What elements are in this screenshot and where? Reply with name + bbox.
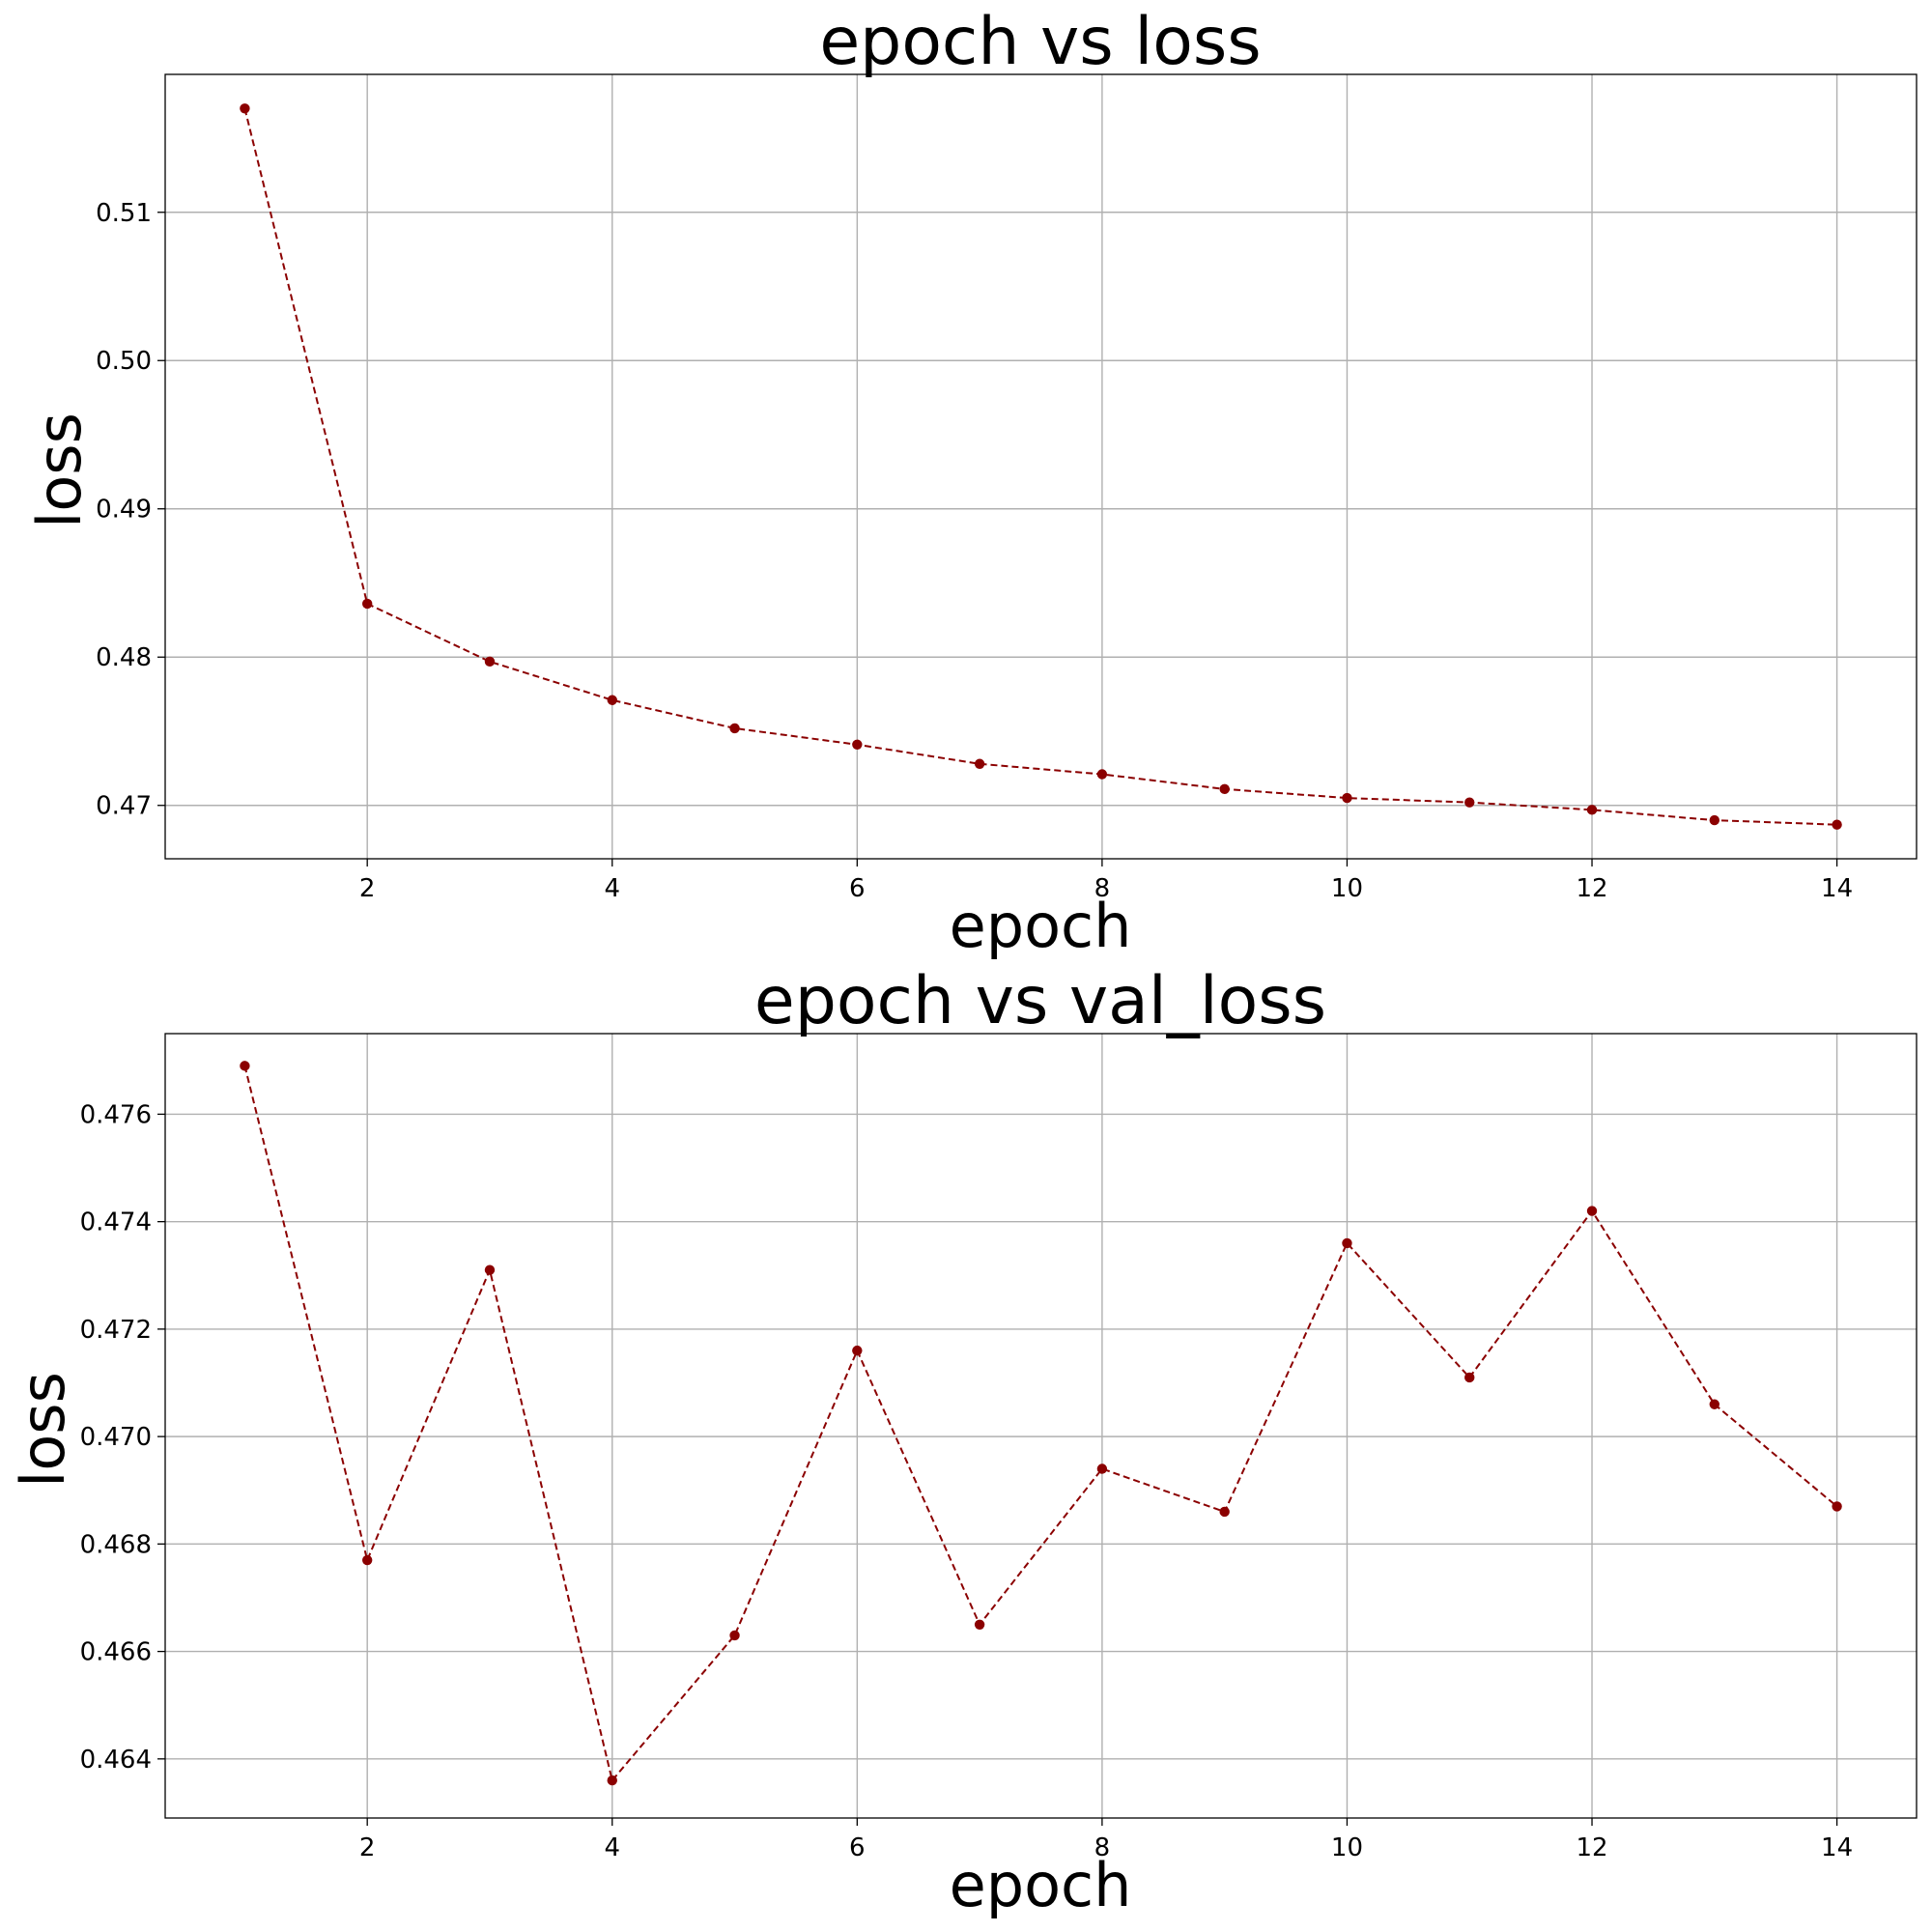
y-tick-label: 0.476 [80,1100,152,1129]
x-axis-label: epoch [950,891,1132,961]
data-point [974,1619,985,1630]
data-point [240,103,250,114]
x-tick-label: 10 [1331,874,1363,903]
data-point [1709,814,1720,826]
series-group [240,1061,1842,1786]
y-tick-label: 0.49 [96,496,152,525]
x-tick-label: 12 [1576,874,1607,903]
y-axis-label: loss [8,1372,78,1488]
y-tick-label: 0.47 [96,792,152,821]
x-tick-label: 14 [1821,1833,1853,1862]
series-line [243,108,1837,826]
x-axis-label: epoch [950,1850,1132,1920]
data-point [1096,1463,1108,1474]
grid [165,1034,1917,1818]
plot-frame [164,1033,1918,1819]
y-tick-label: 0.48 [96,643,152,672]
x-tick-label: 2 [359,1833,376,1862]
x-tick-label: 8 [1094,874,1111,903]
chart-title: epoch vs loss [819,4,1261,80]
data-point [484,656,496,668]
y-tick-label: 0.472 [80,1316,152,1345]
x-tick-label: 2 [359,874,376,903]
x-tick-label: 6 [849,874,866,903]
data-point [1709,1399,1720,1409]
ticks: 2 4 6 8 10 12 14 0.464 0.466 0.468 0.470 0.472 0.474… [80,1100,1854,1862]
data-point [607,1775,617,1786]
data-point [1219,783,1230,795]
data-point [1586,1206,1598,1216]
ticks: 2 4 6 8 10 12 14 0.47 0.48 0.49 0.50 0.51 [96,199,1853,903]
data-point [1464,1372,1475,1383]
y-tick-label: 0.474 [80,1208,152,1237]
data-point [240,1061,250,1071]
grid [165,74,1917,859]
series-line [243,1065,1838,1783]
data-point [974,758,985,769]
y-tick-label: 0.466 [80,1638,152,1667]
data-point [729,1630,740,1641]
data-point [1342,792,1352,804]
x-tick-label: 8 [1094,1833,1111,1862]
data-point [361,1554,373,1566]
y-tick-label: 0.470 [80,1423,152,1452]
x-tick-label: 4 [604,1833,620,1862]
series-group [240,103,1842,830]
y-axis-label: loss [24,412,95,528]
data-point [484,1264,496,1275]
data-point [1096,769,1108,780]
plot-frame [164,73,1918,860]
x-tick-label: 10 [1331,1833,1363,1862]
data-point [1342,1237,1352,1249]
data-point [1219,1506,1230,1518]
data-point [361,598,373,610]
data-point [1464,797,1475,808]
loss-chart: epoch vs loss 2 4 6 8 10 12 14 0.47 0.48 0.49 0.50… [24,4,1918,961]
x-tick-label: 12 [1576,1833,1607,1862]
x-tick-label: 14 [1821,874,1853,903]
y-tick-label: 0.464 [80,1746,152,1775]
y-tick-label: 0.468 [80,1530,152,1559]
x-tick-label: 4 [604,874,620,903]
data-point [852,1345,863,1356]
data-point [607,695,617,705]
y-tick-label: 0.50 [96,347,152,376]
chart-title: epoch vs val_loss [754,963,1326,1039]
x-tick-label: 6 [849,1833,866,1862]
y-tick-label: 0.51 [96,199,152,228]
val-loss-chart: epoch vs val_loss 2 4 6 8 10 12 14 0.464 0.466 0.… [8,963,1918,1920]
data-point [1832,1501,1842,1512]
data-point [1832,819,1842,830]
data-point [729,723,740,734]
data-point [1586,805,1598,815]
data-point [852,739,863,751]
